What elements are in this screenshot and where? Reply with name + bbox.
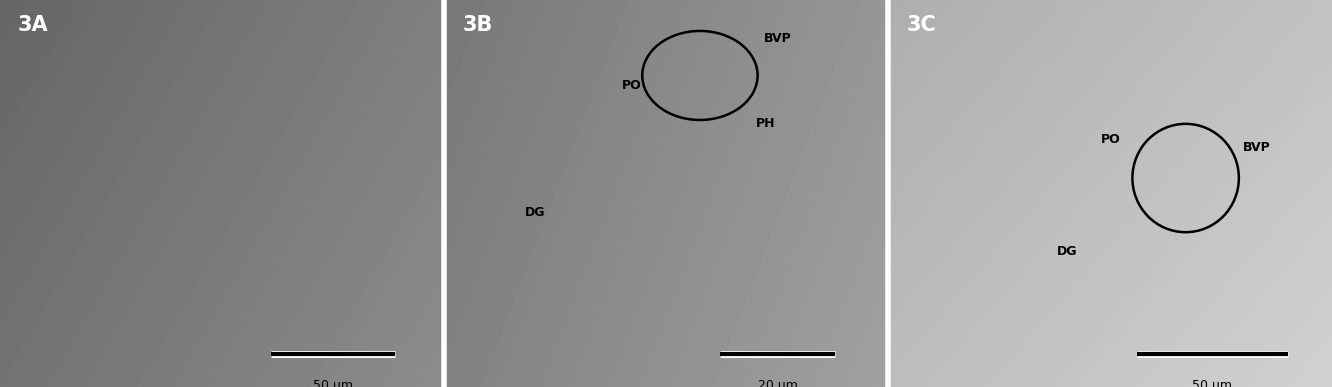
Text: DG: DG <box>525 206 545 219</box>
Text: 3B: 3B <box>462 15 493 36</box>
Text: BVP: BVP <box>765 32 793 45</box>
Text: 50 μm: 50 μm <box>313 379 353 387</box>
Text: 3A: 3A <box>17 15 48 36</box>
Text: BVP: BVP <box>1243 140 1271 154</box>
Text: 20 μm: 20 μm <box>758 379 798 387</box>
Text: PH: PH <box>755 117 775 130</box>
Text: 50 μm: 50 μm <box>1192 379 1232 387</box>
Text: DG: DG <box>1058 245 1078 258</box>
Text: PO: PO <box>622 79 642 92</box>
Text: PO: PO <box>1102 133 1122 146</box>
Text: 3C: 3C <box>906 15 936 36</box>
